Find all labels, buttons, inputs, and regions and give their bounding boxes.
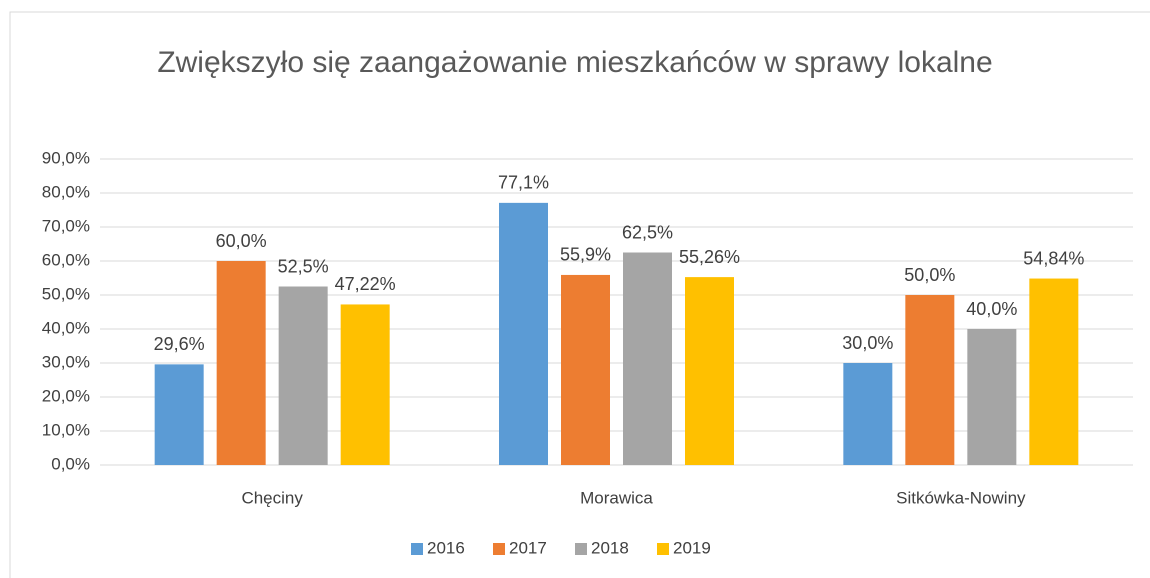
bar [278, 286, 328, 465]
bar [685, 277, 734, 465]
legend-label: 2019 [673, 538, 711, 557]
value-label: 60,0% [216, 231, 267, 251]
legend-swatch [411, 543, 423, 555]
value-label: 50,0% [904, 265, 955, 285]
y-tick-label: 0,0% [51, 454, 90, 473]
x-tick-label: Morawica [580, 488, 653, 507]
bar [340, 304, 390, 465]
legend-label: 2017 [509, 538, 547, 557]
bar [905, 295, 955, 465]
value-label: 55,26% [679, 247, 740, 267]
value-label: 52,5% [278, 256, 329, 276]
bar [843, 363, 893, 465]
legend-swatch [575, 543, 587, 555]
x-tick-label: Chęciny [241, 488, 303, 507]
bar [967, 329, 1017, 465]
y-tick-label: 90,0% [42, 148, 90, 167]
bar [561, 274, 610, 465]
x-tick-label: Sitkówka-Nowiny [896, 488, 1026, 507]
value-label: 30,0% [842, 333, 893, 353]
legend-label: 2016 [427, 538, 465, 557]
bar [1029, 278, 1079, 465]
value-label: 29,6% [154, 334, 205, 354]
y-tick-label: 60,0% [42, 250, 90, 269]
bar [154, 364, 204, 465]
y-tick-label: 20,0% [42, 386, 90, 405]
value-label: 55,9% [560, 245, 611, 265]
value-label: 47,22% [335, 274, 396, 294]
y-tick-label: 40,0% [42, 318, 90, 337]
chart-title: Zwiększyło się zaangażowanie mieszkańców… [157, 46, 993, 79]
legend-swatch [657, 543, 669, 555]
value-label: 77,1% [498, 173, 549, 193]
chart-frame [9, 11, 1150, 578]
bar [623, 252, 672, 465]
y-tick-label: 70,0% [42, 216, 90, 235]
y-tick-label: 50,0% [42, 284, 90, 303]
bar [499, 202, 548, 466]
y-tick-label: 80,0% [42, 182, 90, 201]
bar [216, 261, 266, 465]
legend-label: 2018 [591, 538, 629, 557]
y-tick-label: 10,0% [42, 420, 90, 439]
value-label: 54,84% [1023, 248, 1084, 268]
value-label: 40,0% [966, 299, 1017, 319]
value-label: 62,5% [622, 222, 673, 242]
legend-swatch [493, 543, 505, 555]
y-tick-label: 30,0% [42, 352, 90, 371]
